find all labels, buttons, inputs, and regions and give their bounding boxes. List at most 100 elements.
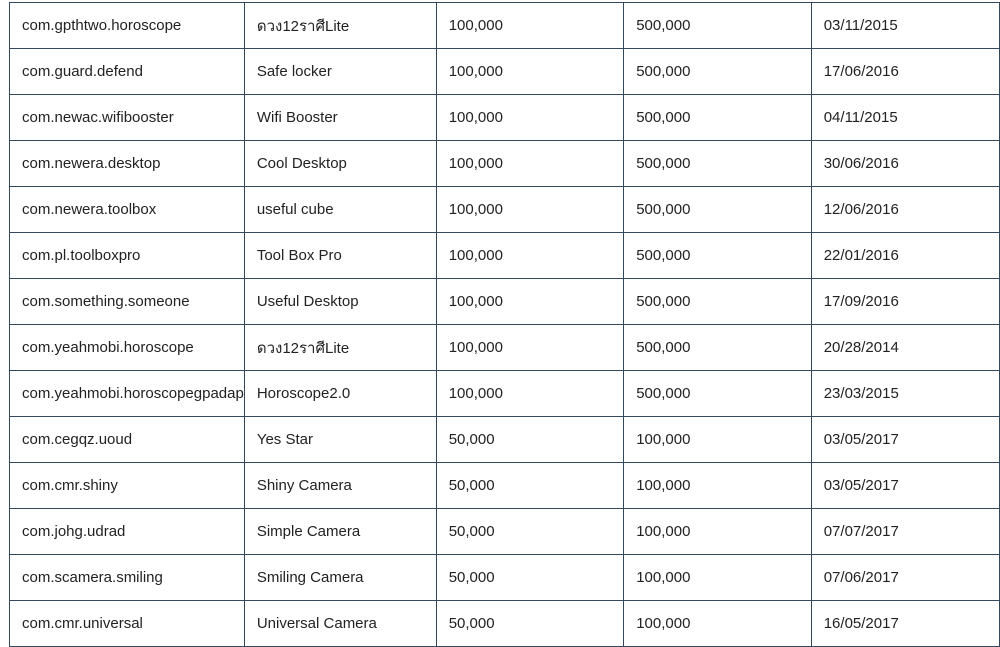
package-name-cell-text: com.guard.defend	[22, 63, 143, 80]
max-installs-cell-text: 100,000	[636, 523, 691, 540]
max-installs-cell: 100,000	[623, 462, 812, 509]
min-installs-cell-text: 50,000	[448, 523, 495, 540]
package-name-cell-text: com.newera.toolbox	[22, 201, 157, 218]
package-name-cell: com.yeahmobi.horoscope	[9, 324, 245, 371]
app-name-cell: useful cube	[243, 186, 437, 233]
min-installs-cell-text: 50,000	[448, 569, 495, 586]
min-installs-cell: 100,000	[435, 140, 625, 187]
app-name-cell-text: ดวง12ราศีLite	[256, 339, 350, 357]
table-row: com.guard.defend Safe locker 100,000 500,00…	[9, 48, 1000, 95]
min-installs-cell-text: 100,000	[448, 17, 503, 34]
app-name-cell-text: Safe locker	[256, 63, 332, 80]
package-name-cell: com.newera.desktop	[9, 140, 245, 187]
app-name-cell: Universal Camera	[243, 600, 437, 647]
app-name-cell: Useful Desktop	[243, 278, 437, 325]
min-installs-cell: 100,000	[435, 324, 625, 371]
max-installs-cell: 500,000	[623, 94, 812, 141]
max-installs-cell: 500,000	[623, 232, 812, 279]
package-name-cell-text: com.yeahmobi.horoscopegpadap	[22, 385, 244, 402]
date-cell-text: 03/11/2015	[823, 17, 898, 34]
date-cell: 23/03/2015	[810, 370, 1000, 417]
app-name-cell: Safe locker	[243, 48, 437, 95]
app-name-cell: Cool Desktop	[243, 140, 437, 187]
max-installs-cell-text: 100,000	[636, 477, 691, 494]
min-installs-cell-text: 100,000	[448, 247, 503, 264]
package-name-cell: com.scamera.smiling	[9, 554, 245, 601]
app-name-cell-text: Wifi Booster	[256, 109, 338, 126]
min-installs-cell: 50,000	[435, 462, 625, 509]
package-name-cell: com.cegqz.uoud	[9, 416, 245, 463]
app-name-cell: Shiny Camera	[243, 462, 437, 509]
table-row: com.newera.desktop Cool Desktop 100,000 500…	[9, 140, 1000, 187]
app-name-cell-text: Smiling Camera	[256, 569, 364, 586]
table-row: com.cmr.shiny Shiny Camera 50,000 100,000 03…	[9, 462, 1000, 509]
package-name-cell-text: com.newac.wifibooster	[22, 109, 174, 126]
package-name-cell-text: com.pl.toolboxpro	[22, 247, 141, 264]
min-installs-cell-text: 50,000	[448, 477, 495, 494]
date-cell-text: 23/03/2015	[823, 385, 899, 402]
table-row: com.something.someone Useful Desktop 100,0…	[9, 278, 1000, 325]
table-row: com.gpthtwo.horoscope ดวง12ราศีLite 100,00…	[9, 2, 1000, 49]
app-name-cell-text: Simple Camera	[256, 523, 361, 540]
app-name-cell-text: Useful Desktop	[256, 293, 359, 310]
max-installs-cell-text: 500,000	[636, 155, 691, 172]
table-row: com.cmr.universal Universal Camera 50,000 1…	[9, 600, 1000, 647]
max-installs-cell-text: 500,000	[636, 17, 691, 34]
max-installs-cell-text: 100,000	[636, 569, 691, 586]
max-installs-cell-text: 500,000	[636, 339, 691, 356]
max-installs-cell-text: 500,000	[636, 247, 691, 264]
app-name-cell: ดวง12ราศีLite	[243, 324, 437, 371]
date-cell-text: 22/01/2016	[823, 247, 899, 264]
date-cell: 03/05/2017	[810, 462, 1000, 509]
package-name-cell: com.johg.udrad	[9, 508, 245, 555]
max-installs-cell-text: 500,000	[636, 385, 691, 402]
app-name-cell: Horoscope2.0	[243, 370, 437, 417]
max-installs-cell: 100,000	[623, 416, 812, 463]
apps-table: com.gpthtwo.horoscope ดวง12ราศีLite 100,00…	[9, 2, 1000, 647]
min-installs-cell-text: 50,000	[448, 615, 495, 632]
max-installs-cell: 100,000	[623, 554, 812, 601]
app-name-cell-text: Universal Camera	[256, 615, 377, 632]
min-installs-cell-text: 100,000	[448, 293, 503, 310]
app-name-cell-text: Horoscope2.0	[256, 385, 351, 402]
min-installs-cell-text: 100,000	[448, 385, 503, 402]
package-name-cell-text: com.gpthtwo.horoscope	[22, 17, 182, 34]
package-name-cell: com.newac.wifibooster	[9, 94, 245, 141]
max-installs-cell-text: 500,000	[636, 109, 691, 126]
max-installs-cell: 500,000	[623, 370, 812, 417]
package-name-cell: com.something.someone	[9, 278, 245, 325]
app-name-cell-text: Yes Star	[256, 431, 313, 448]
min-installs-cell: 50,000	[435, 554, 625, 601]
min-installs-cell: 50,000	[435, 416, 625, 463]
package-name-cell: com.cmr.shiny	[9, 462, 245, 509]
package-name-cell-text: com.yeahmobi.horoscope	[22, 339, 194, 356]
date-cell-text: 03/05/2017	[823, 477, 899, 494]
package-name-cell-text: com.cmr.shiny	[22, 477, 118, 494]
date-cell-text: 07/06/2017	[823, 569, 899, 586]
min-installs-cell: 100,000	[435, 232, 625, 279]
min-installs-cell: 100,000	[435, 94, 625, 141]
app-name-cell-text: Tool Box Pro	[256, 247, 342, 264]
app-name-cell: Simple Camera	[243, 508, 437, 555]
max-installs-cell: 500,000	[623, 324, 812, 371]
app-name-cell: Yes Star	[243, 416, 437, 463]
max-installs-cell: 100,000	[623, 600, 812, 647]
package-name-cell-text: com.johg.udrad	[22, 523, 126, 540]
min-installs-cell-text: 100,000	[448, 155, 503, 172]
min-installs-cell-text: 100,000	[448, 339, 503, 356]
date-cell: 03/05/2017	[810, 416, 1000, 463]
app-name-cell-text: Shiny Camera	[256, 477, 352, 494]
package-name-cell-text: com.scamera.smiling	[22, 569, 163, 586]
max-installs-cell: 500,000	[623, 278, 812, 325]
date-cell-text: 07/07/2017	[823, 523, 899, 540]
date-cell-text: 12/06/2016	[823, 201, 899, 218]
min-installs-cell: 100,000	[435, 48, 625, 95]
date-cell-text: 16/05/2017	[823, 615, 899, 632]
min-installs-cell: 100,000	[435, 370, 625, 417]
max-installs-cell-text: 500,000	[636, 293, 691, 310]
max-installs-cell: 500,000	[623, 186, 812, 233]
max-installs-cell: 500,000	[623, 140, 812, 187]
min-installs-cell-text: 50,000	[448, 431, 495, 448]
max-installs-cell-text: 500,000	[636, 201, 691, 218]
table-row: com.newac.wifibooster Wifi Booster 100,000…	[9, 94, 1000, 141]
